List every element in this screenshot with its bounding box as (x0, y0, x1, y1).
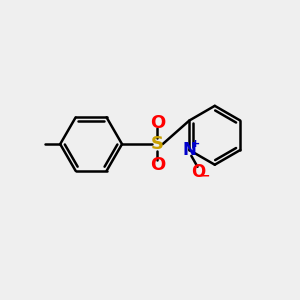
Text: +: + (191, 139, 200, 148)
Text: N: N (182, 141, 196, 159)
Text: O: O (191, 163, 205, 181)
Text: −: − (199, 170, 210, 183)
Text: O: O (150, 156, 165, 174)
Text: O: O (150, 114, 165, 132)
Text: S: S (151, 135, 164, 153)
